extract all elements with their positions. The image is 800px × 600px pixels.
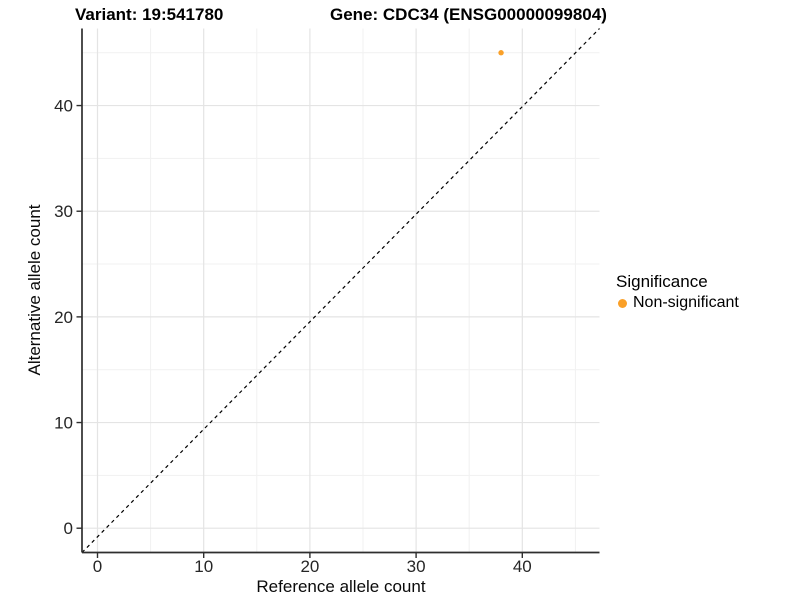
legend-item-label: Non-significant bbox=[633, 294, 739, 311]
x-tick-label: 20 bbox=[300, 557, 319, 576]
y-tick-label: 10 bbox=[54, 414, 73, 433]
y-tick-label: 20 bbox=[54, 308, 73, 327]
x-tick-label: 10 bbox=[194, 557, 213, 576]
data-point bbox=[498, 50, 504, 56]
legend-item: Non-significant bbox=[616, 293, 739, 313]
legend: Significance Non-significant bbox=[616, 272, 739, 313]
y-tick-label: 30 bbox=[54, 202, 73, 221]
x-axis-title: Reference allele count bbox=[256, 577, 426, 596]
y-tick-label: 0 bbox=[64, 519, 73, 538]
x-tick-label: 40 bbox=[513, 557, 532, 576]
legend-point-swatch bbox=[618, 298, 627, 308]
x-tick-label: 0 bbox=[93, 557, 102, 576]
y-tick-label: 40 bbox=[54, 97, 73, 116]
x-tick-label: 30 bbox=[407, 557, 426, 576]
legend-title: Significance bbox=[616, 272, 708, 291]
plot-title-gene: Gene: CDC34 (ENSG00000099804) bbox=[330, 5, 607, 24]
plot-title-variant: Variant: 19:541780 bbox=[75, 5, 224, 24]
y-axis-title: Alternative allele count bbox=[25, 204, 44, 376]
